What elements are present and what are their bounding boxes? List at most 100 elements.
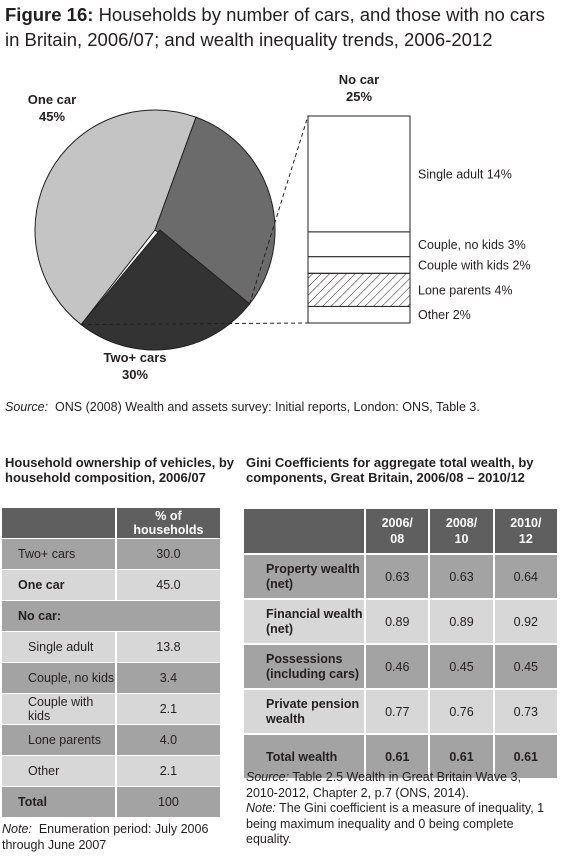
row-value: 0.61 xyxy=(492,733,557,778)
row-label: Possessions (including cars) xyxy=(244,643,365,688)
row-value xyxy=(114,600,220,631)
breakdown-label: Couple with kids 2% xyxy=(418,259,531,273)
row-value: 0.64 xyxy=(492,553,557,598)
pie-slice-one-car xyxy=(34,109,197,326)
row-label: Property wealth (net) xyxy=(244,553,365,598)
table1-header-blank xyxy=(2,507,115,538)
pie-label: No car xyxy=(339,72,379,87)
note-text: The Gini coefficient is a measure of ine… xyxy=(246,801,545,846)
row-label: No car: xyxy=(2,600,115,631)
note-prefix: Note: xyxy=(2,822,32,836)
pie-chart: One car 45% Two+ cars 30% No car 25% Single a… xyxy=(28,72,531,382)
breakdown-segment xyxy=(307,305,411,324)
row-value: 3.4 xyxy=(114,662,220,693)
row-label: Financial wealth (net) xyxy=(244,598,365,643)
row-value: 0.77 xyxy=(364,688,429,733)
table-row: Financial wealth (net) 0.89 0.89 0.92 xyxy=(244,598,557,643)
table1-header: % of households xyxy=(2,507,220,538)
pie-value-label: 30% xyxy=(122,367,148,382)
row-label: Couple, no kids xyxy=(2,662,115,693)
row-value: 13.8 xyxy=(114,631,220,662)
pie-value-label: 45% xyxy=(39,109,65,124)
row-value: 0.45 xyxy=(428,643,493,688)
pie-label: One car xyxy=(28,92,76,107)
row-value: 2.1 xyxy=(114,693,220,724)
figure-title: Figure 16: Households by number of cars,… xyxy=(5,2,560,52)
breakdown-label: Lone parents 4% xyxy=(418,283,513,297)
breakdown-segment xyxy=(307,272,411,307)
breakdown-label: Single adult 14% xyxy=(418,167,512,181)
breakdown-segment xyxy=(307,231,411,258)
table-row: Two+ cars 30.0 xyxy=(2,538,220,569)
breakdown-label: Other 2% xyxy=(418,308,471,322)
table-row: Private pension wealth 0.77 0.76 0.73 xyxy=(244,688,557,733)
table2-header-col: 2008/ 10 xyxy=(428,507,493,553)
source-text: ONS (2008) Wealth and assets survey: Ini… xyxy=(55,400,480,414)
breakdown-segment xyxy=(307,256,411,274)
row-label: Two+ cars xyxy=(2,538,115,569)
pie-slice-two-cars xyxy=(154,116,276,305)
row-value: 0.73 xyxy=(492,688,557,733)
row-value: 45.0 xyxy=(114,569,220,600)
row-value: 0.89 xyxy=(364,598,429,643)
connector-line xyxy=(249,115,309,305)
row-label: Total wealth xyxy=(244,733,365,778)
row-value: 0.63 xyxy=(428,553,493,598)
row-value: 30.0 xyxy=(114,538,220,569)
breakdown-segment xyxy=(307,115,411,233)
chart-source: Source: ONS (2008) Wealth and assets sur… xyxy=(5,400,480,414)
row-label: Lone parents xyxy=(2,724,115,755)
row-value: 0.61 xyxy=(428,733,493,778)
table1-note: Note: Enumeration period: July 2006 thro… xyxy=(2,822,227,853)
pie-value-label: 25% xyxy=(346,89,372,104)
table-row: Single adult 13.8 xyxy=(2,631,220,662)
source-text: Table 2.5 Wealth in Great Britain Wave 3… xyxy=(246,770,521,800)
table-row: Total wealth 0.61 0.61 0.61 xyxy=(244,733,557,778)
pie-slice-no-car xyxy=(80,229,251,351)
table-row: No car: xyxy=(2,600,220,631)
row-value: 0.46 xyxy=(364,643,429,688)
row-value: 0.61 xyxy=(364,733,429,778)
figure-title-text: Households by number of cars, and those … xyxy=(5,4,545,50)
row-value: 0.63 xyxy=(364,553,429,598)
row-value: 2.1 xyxy=(114,755,220,786)
source-prefix: Source: xyxy=(246,770,290,784)
pie-label: Two+ cars xyxy=(104,350,167,365)
table2-notes: Source: Table 2.5 Wealth in Great Britai… xyxy=(246,770,546,848)
table-row: Couple with kids 2.1 xyxy=(2,693,220,724)
note-prefix: Note: xyxy=(246,801,276,815)
table2-header-col: 2006/ 08 xyxy=(364,507,429,553)
table1-title: Household ownership of vehicles, by hous… xyxy=(5,455,234,485)
row-label: Single adult xyxy=(2,631,115,662)
table-row: Lone parents 4.0 xyxy=(2,724,220,755)
table2-header-col: 2010/ 12 xyxy=(492,507,557,553)
vehicle-ownership-table: % of households Two+ cars 30.0 One car 45.… xyxy=(2,507,220,817)
row-label: Private pension wealth xyxy=(244,688,365,733)
table2-title: Gini Coefficients for aggregate total we… xyxy=(246,455,534,485)
table-row: Possessions (including cars) 0.46 0.45 0… xyxy=(244,643,557,688)
table-row: Property wealth (net) 0.63 0.63 0.64 xyxy=(244,553,557,598)
row-label: Other xyxy=(2,755,115,786)
figure-label: Figure 16: xyxy=(5,4,94,25)
table-row: Other 2.1 xyxy=(2,755,220,786)
row-value: 0.89 xyxy=(428,598,493,643)
source-prefix: Source: xyxy=(5,400,49,414)
table-row: Total 100 xyxy=(2,786,220,817)
row-value: 0.92 xyxy=(492,598,557,643)
row-label: Couple with kids xyxy=(2,693,115,724)
connector-line xyxy=(81,322,309,326)
row-value: 0.45 xyxy=(492,643,557,688)
row-value: 100 xyxy=(114,786,220,817)
breakdown-label: Couple, no kids 3% xyxy=(418,238,526,252)
row-value: 4.0 xyxy=(114,724,220,755)
table1-header-pct: % of households xyxy=(114,507,220,538)
row-value: 0.76 xyxy=(428,688,493,733)
table2-header: 2006/ 08 2008/ 10 2010/ 12 xyxy=(244,507,557,553)
table-row: Couple, no kids 3.4 xyxy=(2,662,220,693)
gini-table: 2006/ 08 2008/ 10 2010/ 12 Property weal… xyxy=(244,507,557,778)
table2-header-blank xyxy=(244,507,365,553)
row-label: Total xyxy=(2,786,115,817)
note-text: Enumeration period: July 2006 through Ju… xyxy=(2,822,209,852)
row-label: One car xyxy=(2,569,115,600)
table-row: One car 45.0 xyxy=(2,569,220,600)
